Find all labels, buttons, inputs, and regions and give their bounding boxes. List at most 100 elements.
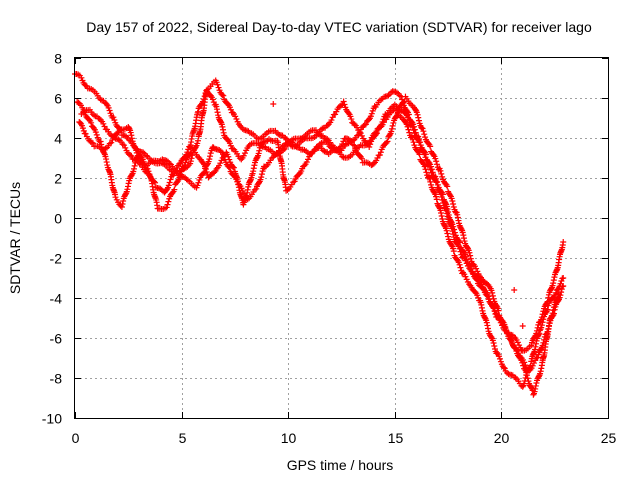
data-point (240, 152, 247, 159)
data-point (416, 139, 423, 146)
data-point (405, 111, 412, 118)
data-point (548, 285, 555, 292)
data-point (458, 226, 465, 233)
data-point (370, 160, 377, 167)
data-point (376, 151, 383, 158)
data-point (213, 106, 220, 113)
data-point (428, 181, 435, 188)
data-point (463, 276, 470, 283)
data-point (225, 137, 232, 144)
data-point (520, 362, 527, 369)
data-point (220, 126, 227, 133)
data-point (127, 152, 134, 159)
data-point (442, 200, 449, 207)
data-point (130, 168, 137, 175)
data-point (449, 197, 456, 204)
data-point (178, 168, 185, 175)
data-point (89, 140, 96, 147)
data-point (423, 169, 430, 176)
data-point (500, 364, 507, 371)
data-point (121, 142, 128, 149)
data-point (194, 140, 201, 147)
data-point (466, 249, 473, 256)
data-point (214, 81, 221, 88)
data-point (177, 171, 184, 178)
data-point (187, 150, 194, 157)
data-point (102, 153, 109, 160)
data-point (489, 289, 496, 296)
data-point (200, 160, 207, 167)
data-point (437, 167, 444, 174)
data-point (429, 169, 436, 176)
data-point (250, 165, 257, 172)
data-point (201, 169, 208, 176)
data-point (165, 198, 172, 205)
data-point (479, 307, 486, 314)
data-point (130, 165, 137, 172)
y-tick-label: 0 (54, 211, 62, 227)
data-point (419, 125, 426, 132)
data-point (256, 179, 263, 186)
data-point (128, 132, 135, 139)
data-point (427, 178, 434, 185)
data-point (103, 156, 110, 163)
data-point (447, 192, 454, 199)
data-point (457, 264, 464, 271)
data-point (426, 175, 433, 182)
data-point (241, 150, 248, 157)
data-point (270, 101, 277, 107)
data-point (519, 383, 526, 390)
data-point (448, 218, 455, 225)
data-point (501, 365, 508, 372)
data-point (203, 168, 210, 175)
data-point (78, 74, 85, 81)
data-point (187, 158, 194, 165)
data-point (92, 129, 99, 136)
data-point (483, 319, 490, 326)
data-point (114, 130, 121, 137)
data-point (521, 366, 528, 373)
y-tick-label: -2 (50, 251, 63, 267)
data-point (434, 181, 441, 188)
data-point (303, 159, 310, 166)
data-point (439, 191, 446, 198)
data-point (441, 222, 448, 229)
data-point (550, 307, 557, 314)
data-point (420, 128, 427, 135)
data-point (332, 111, 339, 118)
data-point (445, 208, 452, 215)
data-point (523, 372, 530, 379)
data-point (362, 121, 369, 128)
data-point (163, 204, 170, 211)
x-tick-label: 0 (72, 430, 80, 446)
data-point (478, 304, 485, 311)
data-point (473, 265, 480, 272)
data-point (181, 162, 188, 169)
data-point (410, 139, 417, 146)
data-point (416, 136, 423, 143)
data-point (524, 375, 531, 382)
data-point (436, 204, 443, 211)
data-point (328, 117, 335, 124)
data-point (560, 275, 567, 281)
data-point (108, 139, 115, 146)
data-point (438, 212, 445, 219)
data-point (258, 171, 265, 178)
data-point (422, 166, 429, 173)
data-point (484, 325, 491, 332)
data-point (202, 166, 209, 173)
data-point (432, 155, 439, 162)
data-point (341, 101, 348, 108)
data-point (115, 129, 122, 136)
data-point (200, 96, 207, 103)
data-point (532, 382, 539, 389)
data-point (213, 103, 220, 110)
data-point (443, 227, 450, 234)
data-point (474, 276, 480, 283)
data-point (351, 142, 358, 149)
x-tick-label: 10 (281, 430, 297, 446)
y-tick-label: -4 (50, 291, 63, 307)
data-point (534, 354, 541, 361)
data-point (530, 360, 537, 367)
data-point (365, 116, 372, 123)
